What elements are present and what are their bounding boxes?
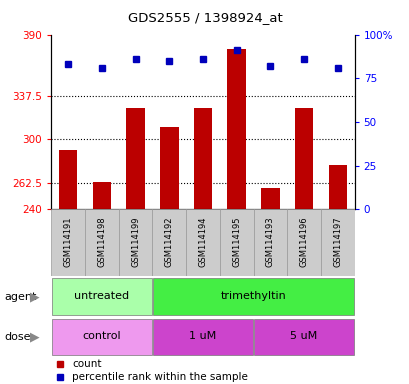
Text: GSM114192: GSM114192 (164, 216, 173, 267)
Text: GSM114196: GSM114196 (299, 216, 308, 267)
Bar (160, 127, 178, 209)
Text: dose: dose (4, 332, 31, 342)
Bar (92, 182, 111, 209)
Text: GSM114194: GSM114194 (198, 216, 207, 267)
Bar (253, 209, 287, 276)
Bar (52, 278, 151, 315)
Text: 5 uM: 5 uM (290, 331, 317, 341)
Text: GSM114197: GSM114197 (333, 216, 342, 267)
Text: GSM114195: GSM114195 (231, 216, 240, 267)
Bar (320, 209, 354, 276)
Bar (287, 209, 320, 276)
Text: ▶: ▶ (30, 290, 40, 303)
Bar (118, 209, 152, 276)
Text: GSM114199: GSM114199 (131, 216, 140, 267)
Bar (85, 209, 118, 276)
Bar (261, 188, 279, 209)
Bar (126, 108, 144, 209)
Bar (52, 319, 151, 355)
Bar (219, 209, 253, 276)
Bar (59, 150, 77, 209)
Text: GDS2555 / 1398924_at: GDS2555 / 1398924_at (127, 12, 282, 25)
Bar (186, 209, 219, 276)
Text: GSM114198: GSM114198 (97, 216, 106, 267)
Bar (227, 48, 245, 209)
Text: count: count (72, 359, 102, 369)
Bar (51, 209, 85, 276)
Text: GSM114193: GSM114193 (265, 216, 274, 267)
Text: 1 uM: 1 uM (189, 331, 216, 341)
Text: percentile rank within the sample: percentile rank within the sample (72, 372, 248, 382)
Bar (193, 108, 212, 209)
Text: trimethyltin: trimethyltin (220, 291, 286, 301)
Text: ▶: ▶ (30, 331, 40, 343)
Bar (152, 209, 186, 276)
Bar (294, 108, 312, 209)
Text: agent: agent (4, 291, 36, 302)
Bar (328, 165, 346, 209)
Bar (254, 319, 353, 355)
Text: untreated: untreated (74, 291, 129, 301)
Bar (153, 319, 252, 355)
Text: control: control (82, 331, 121, 341)
Bar (153, 278, 353, 315)
Text: GSM114191: GSM114191 (63, 216, 72, 267)
